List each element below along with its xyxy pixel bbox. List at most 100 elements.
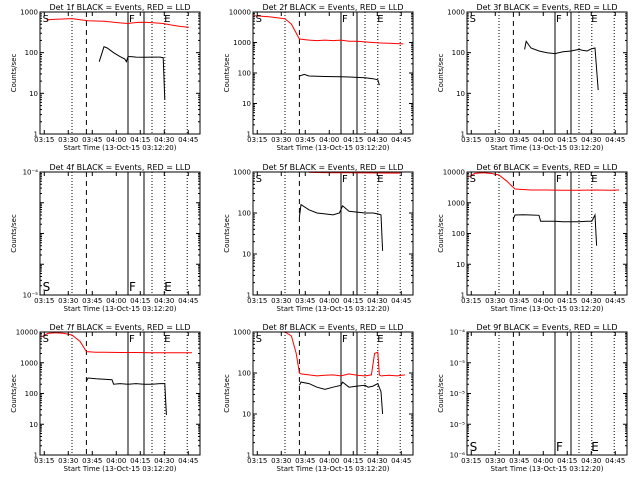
x-tick-label: 03:15 bbox=[34, 457, 54, 465]
y-tick-label: 10 bbox=[242, 100, 251, 108]
marker-S: S bbox=[256, 174, 262, 185]
marker-F: F bbox=[342, 334, 348, 345]
marker-S: S bbox=[470, 14, 476, 25]
x-tick-label: 03:30 bbox=[485, 136, 505, 144]
marker-E: E bbox=[591, 14, 597, 25]
marker-F: F bbox=[129, 280, 136, 294]
panel-title: Det 1f BLACK = Events, RED = LLD bbox=[49, 3, 190, 12]
x-axis-label: Start Time (13-Oct-15 03:12:20) bbox=[64, 305, 177, 313]
x-tick-label: 04:30 bbox=[581, 457, 601, 465]
y-tick-label: 1 bbox=[247, 452, 251, 460]
x-tick-label: 03:45 bbox=[295, 457, 315, 465]
y-axis-label: Counts/sec bbox=[437, 54, 445, 93]
x-tick-label: 04:00 bbox=[319, 457, 339, 465]
x-axis-label: Start Time (13-Oct-15 03:12:20) bbox=[277, 465, 390, 473]
x-tick-label: 04:00 bbox=[106, 457, 126, 465]
x-tick-label: 04:00 bbox=[533, 457, 553, 465]
y-tick-label: 10 bbox=[29, 421, 38, 429]
y-tick-label: 1 bbox=[461, 131, 465, 139]
panel-title: Det 3f BLACK = Events, RED = LLD bbox=[476, 3, 617, 12]
x-tick-label: 04:15 bbox=[557, 457, 577, 465]
x-tick-label: 04:45 bbox=[605, 457, 625, 465]
marker-S: S bbox=[43, 280, 51, 294]
lld-series bbox=[41, 332, 192, 354]
x-tick-label: 03:30 bbox=[485, 457, 505, 465]
x-tick-label: 03:45 bbox=[509, 136, 529, 144]
marker-F: F bbox=[556, 440, 563, 454]
y-tick-label: 10⁻⁵ bbox=[450, 359, 466, 367]
y-tick-label: 10⁻⁶ bbox=[450, 452, 466, 460]
x-tick-label: 04:15 bbox=[557, 297, 577, 305]
x-tick-label: 04:00 bbox=[319, 297, 339, 305]
panel-title: Det 6f BLACK = Events, RED = LLD bbox=[476, 163, 617, 172]
x-axis-label: Start Time (13-Oct-15 03:12:20) bbox=[277, 305, 390, 313]
x-tick-label: 03:15 bbox=[247, 136, 267, 144]
x-tick-label: 04:45 bbox=[391, 457, 411, 465]
x-axis-label: Start Time (13-Oct-15 03:12:20) bbox=[491, 465, 604, 473]
marker-E: E bbox=[164, 334, 170, 345]
y-tick-label: 10⁻⁵ bbox=[450, 390, 466, 398]
x-tick-label: 04:15 bbox=[130, 457, 150, 465]
y-tick-label: 10⁻⁴ bbox=[23, 169, 39, 177]
y-tick-label: 1 bbox=[34, 131, 38, 139]
marker-F: F bbox=[342, 14, 348, 25]
x-tick-label: 04:15 bbox=[130, 297, 150, 305]
marker-F: F bbox=[129, 14, 135, 25]
events-series bbox=[298, 381, 384, 415]
x-axis-label: Start Time (13-Oct-15 03:12:20) bbox=[491, 305, 604, 313]
y-tick-label: 1000 bbox=[447, 9, 465, 17]
y-tick-label: 10000 bbox=[229, 9, 251, 17]
marker-F: F bbox=[556, 174, 562, 185]
x-tick-label: 04:45 bbox=[178, 457, 198, 465]
panel-title: Det 5f BLACK = Events, RED = LLD bbox=[262, 163, 403, 172]
x-tick-label: 04:30 bbox=[367, 457, 387, 465]
marker-S: S bbox=[470, 440, 478, 454]
marker-F: F bbox=[556, 14, 562, 25]
x-tick-label: 04:45 bbox=[391, 297, 411, 305]
y-tick-label: 1 bbox=[461, 292, 465, 300]
y-tick-label: 10 bbox=[242, 251, 251, 259]
x-tick-label: 04:15 bbox=[130, 136, 150, 144]
x-tick-label: 04:45 bbox=[605, 136, 625, 144]
marker-E: E bbox=[591, 440, 599, 454]
marker-E: E bbox=[377, 334, 383, 345]
y-axis-label: Counts/sec bbox=[10, 374, 18, 413]
x-tick-label: 03:45 bbox=[295, 136, 315, 144]
marker-E: E bbox=[377, 174, 383, 185]
y-tick-label: 10⁻⁵ bbox=[450, 421, 466, 429]
x-tick-label: 04:15 bbox=[343, 457, 363, 465]
y-tick-label: 1000 bbox=[447, 199, 465, 207]
panel-frame bbox=[39, 331, 201, 456]
y-axis-label: Counts/sec bbox=[437, 374, 445, 413]
marker-E: E bbox=[164, 14, 170, 25]
x-tick-label: 03:45 bbox=[82, 457, 102, 465]
lld-series bbox=[46, 18, 189, 28]
panel-frame bbox=[39, 11, 201, 135]
x-tick-label: 03:15 bbox=[461, 297, 481, 305]
x-tick-label: 03:30 bbox=[485, 297, 505, 305]
y-tick-label: 1 bbox=[34, 452, 38, 460]
y-tick-label: 1000 bbox=[20, 9, 38, 17]
y-axis-label: Counts/sec bbox=[10, 214, 18, 253]
panel-title: Det 9f BLACK = Events, RED = LLD bbox=[476, 323, 617, 332]
x-tick-label: 04:00 bbox=[106, 297, 126, 305]
x-tick-label: 03:30 bbox=[271, 297, 291, 305]
marker-E: E bbox=[164, 280, 172, 294]
marker-F: F bbox=[342, 174, 348, 185]
panel-title: Det 4f BLACK = Events, RED = LLD bbox=[49, 163, 190, 172]
y-tick-label: 10 bbox=[29, 90, 38, 98]
y-tick-label: 10⁻⁴ bbox=[450, 329, 466, 337]
panel-title: Det 7f BLACK = Events, RED = LLD bbox=[49, 323, 190, 332]
y-tick-label: 1 bbox=[247, 292, 251, 300]
x-tick-label: 04:30 bbox=[581, 297, 601, 305]
x-tick-label: 03:15 bbox=[247, 297, 267, 305]
y-axis-label: Counts/sec bbox=[223, 214, 231, 253]
x-tick-label: 03:45 bbox=[82, 297, 102, 305]
x-tick-label: 04:00 bbox=[106, 136, 126, 144]
